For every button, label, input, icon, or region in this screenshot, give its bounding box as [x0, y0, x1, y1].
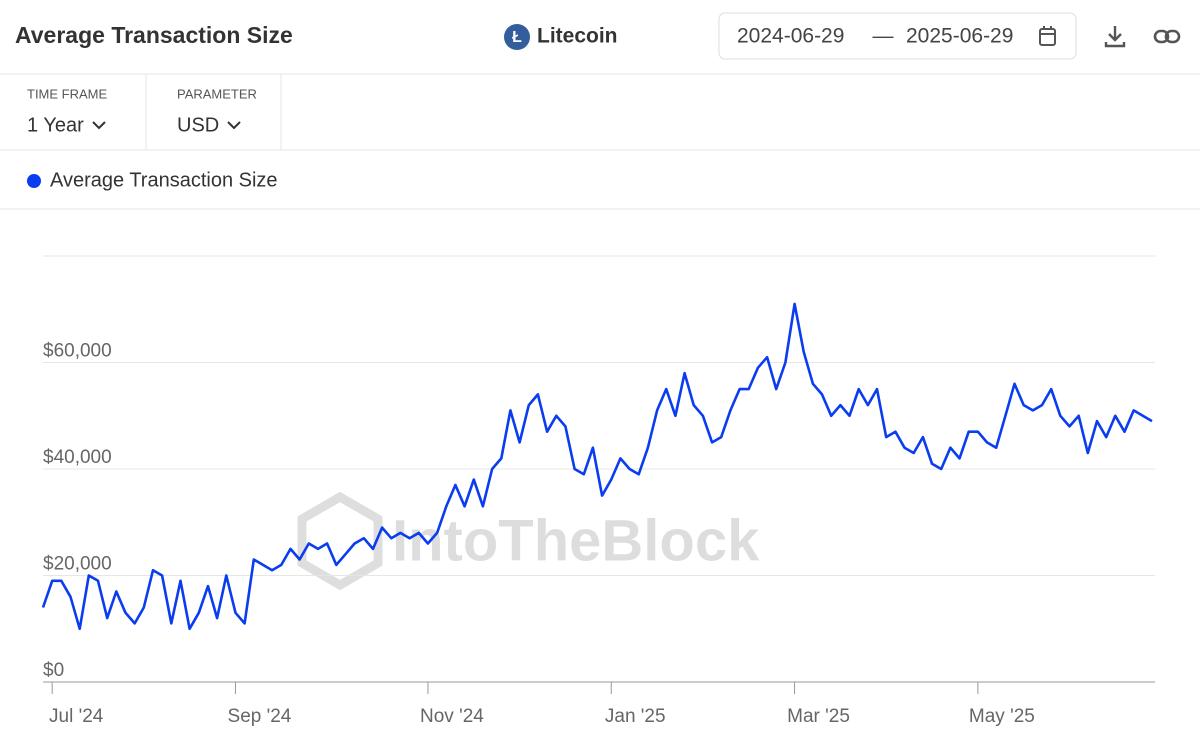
series-line [41, 302, 1153, 631]
legend-marker [27, 174, 41, 188]
y-tick-label: $40,000 [43, 447, 112, 468]
chevron [92, 121, 106, 130]
litecoin-glyph: Ł [512, 29, 522, 46]
x-tick-label: Sep '24 [228, 706, 292, 727]
y-tick-label: $60,000 [43, 341, 112, 362]
date-range[interactable] [718, 12, 1077, 60]
control-label: PARAMETER [177, 86, 257, 101]
link-icon[interactable] [1153, 29, 1181, 44]
x-tick-label: Jan '25 [605, 706, 666, 727]
page-title: Average Transaction Size [15, 22, 293, 48]
x-tick-label: Mar '25 [787, 706, 850, 727]
y-tick-label: $0 [43, 660, 64, 681]
x-tick-label: Jul '24 [49, 706, 104, 727]
y-tick-label: $20,000 [43, 554, 112, 575]
control-value[interactable]: 1 Year [27, 114, 84, 136]
watermark-text: IntoTheBlock [392, 508, 760, 573]
x-tick-label: Nov '24 [420, 706, 484, 727]
calendar-icon[interactable] [1039, 26, 1056, 46]
control-value[interactable]: USD [177, 114, 219, 136]
asset-name: Litecoin [537, 25, 618, 48]
watermark: IntoTheBlock [297, 491, 760, 591]
date-to: 2025-06-29 [906, 25, 1013, 48]
download-icon[interactable] [1104, 26, 1126, 48]
control-label: TIME FRAME [27, 86, 107, 101]
chevron [227, 121, 241, 130]
date-from: 2024-06-29 [737, 25, 844, 48]
legend-label: Average Transaction Size [50, 169, 278, 191]
litecoin-icon [504, 24, 530, 50]
date-separator: — [873, 25, 894, 48]
x-tick-label: May '25 [969, 706, 1035, 727]
